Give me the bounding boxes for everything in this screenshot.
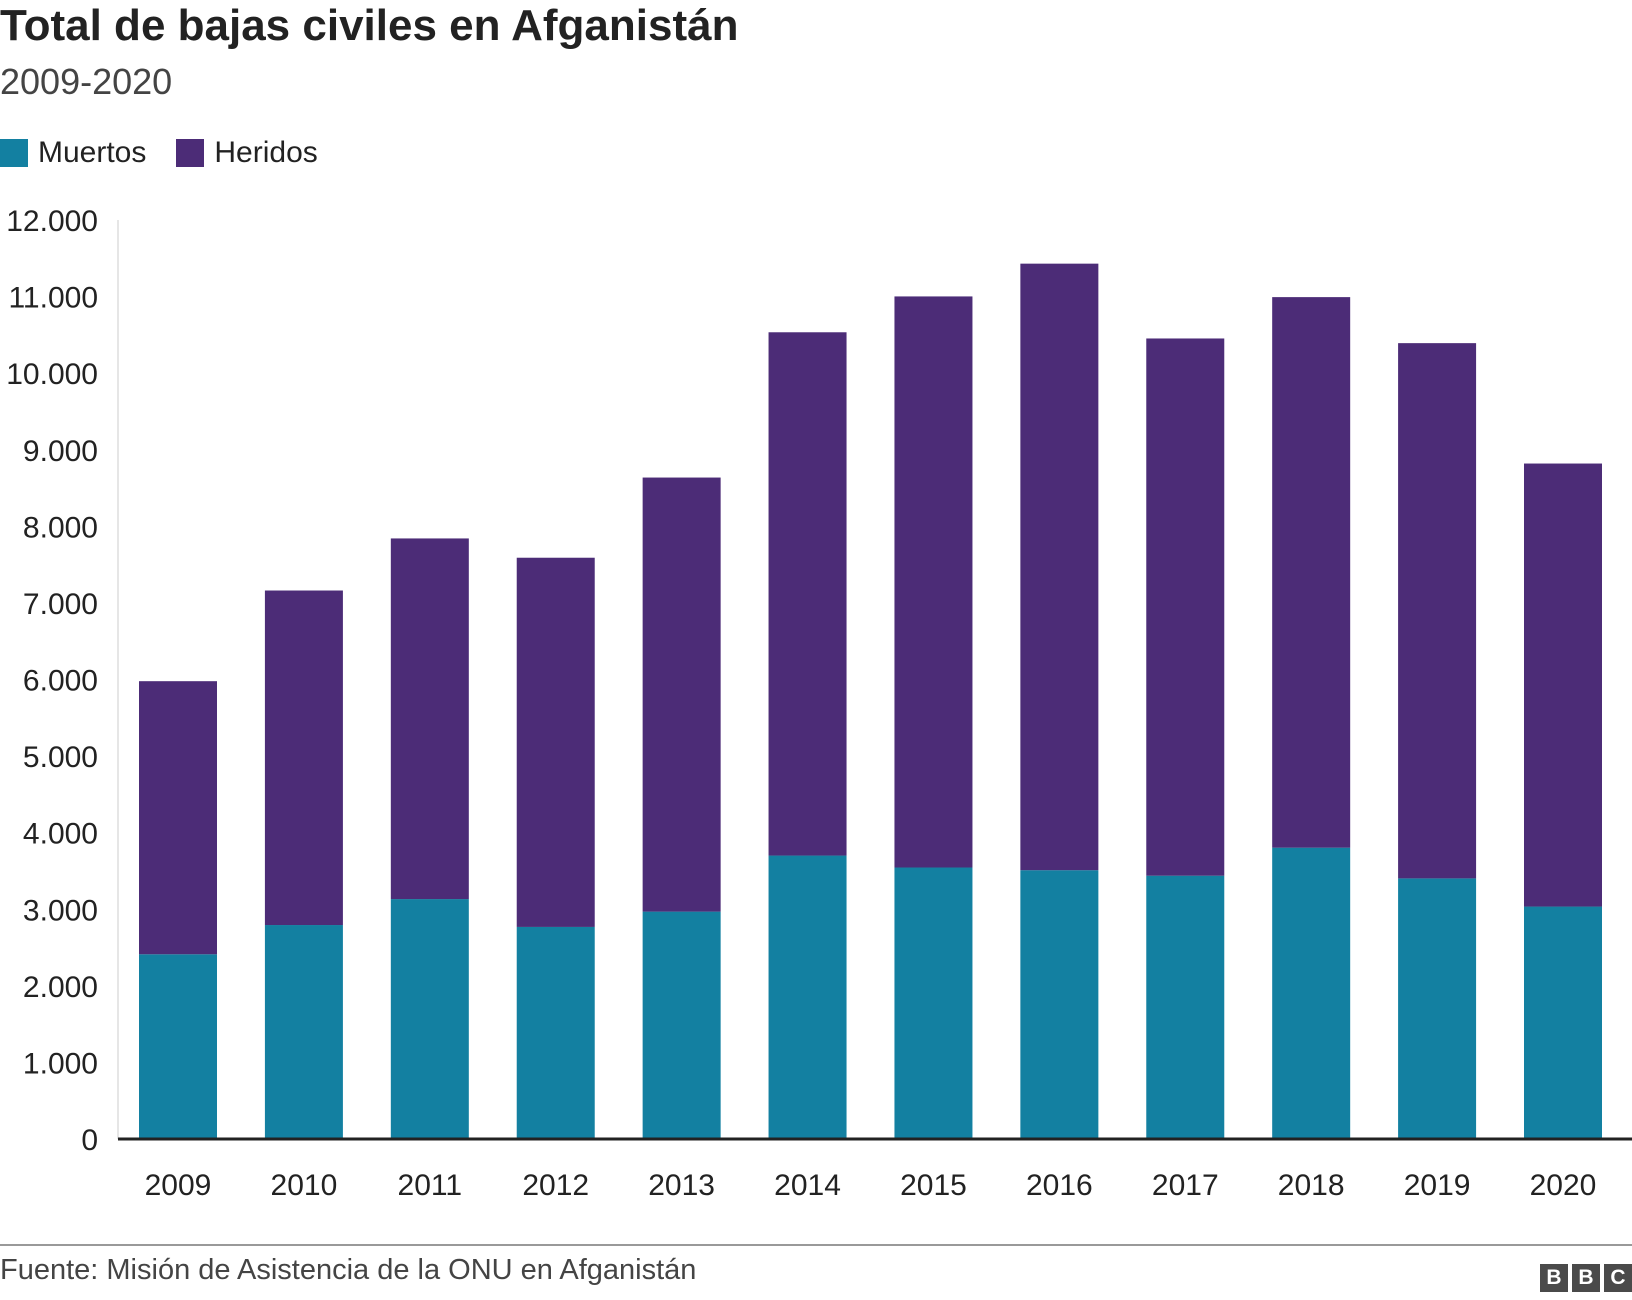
legend-swatch-muertos [0,139,28,167]
y-tick-label: 7.000 [23,588,98,621]
y-tick-label: 0 [81,1124,98,1157]
bar-muertos-2012 [516,926,595,1139]
y-tick-label: 4.000 [23,818,98,851]
bar-heridos-2009 [139,681,217,955]
x-tick-label: 2010 [271,1169,338,1202]
bar-heridos-2017 [1146,338,1225,876]
x-tick-label: 2020 [1530,1169,1597,1202]
bbc-logo: B B C [1540,1264,1632,1292]
y-tick-label: 3.000 [23,894,98,927]
bar-muertos-2010 [264,925,343,1139]
y-tick-label: 11.000 [8,282,98,315]
y-tick-label: 1.000 [23,1047,98,1080]
bar-heridos-2010 [264,590,343,926]
x-tick-label: 2016 [1026,1169,1093,1202]
x-tick-label: 2009 [145,1169,212,1202]
legend-swatch-heridos [176,139,205,167]
y-tick-label: 6.000 [23,665,98,698]
x-tick-label: 2018 [1278,1169,1345,1202]
footer-divider [0,1244,1632,1246]
bar-heridos-2011 [390,538,469,900]
chart-subtitle: 2009-2020 [0,61,173,102]
source-note: Fuente: Misión de Asistencia de la ONU e… [0,1254,697,1286]
bar-muertos-2014 [768,855,847,1139]
legend-item-muertos: Muertos [0,136,146,170]
bar-muertos-2015 [894,867,973,1139]
bar-heridos-2014 [768,332,847,856]
bar-muertos-2019 [1398,878,1477,1139]
y-tick-label: 5.000 [23,741,98,774]
bar-muertos-2017 [1146,875,1225,1139]
bbc-logo-letter: B [1540,1264,1568,1292]
chart-legend: Muertos Heridos [0,136,348,170]
legend-label-heridos: Heridos [214,136,318,169]
y-tick-label: 9.000 [23,435,98,468]
chart-title: Total de bajas civiles en Afganistán [0,1,739,50]
y-tick-label: 10.000 [6,358,98,391]
bbc-logo-letter: B [1572,1264,1600,1292]
x-tick-label: 2017 [1152,1169,1219,1202]
x-tick-label: 2019 [1404,1169,1471,1202]
bar-muertos-2020 [1524,906,1602,1139]
x-tick-label: 2014 [774,1169,841,1202]
legend-item-heridos: Heridos [176,136,318,170]
bar-heridos-2013 [642,477,721,912]
bar-heridos-2016 [1020,263,1099,871]
y-tick-label: 8.000 [23,511,98,544]
bar-heridos-2018 [1272,297,1351,848]
bar-muertos-2018 [1272,847,1351,1139]
bar-heridos-2019 [1398,343,1477,879]
x-tick-label: 2015 [900,1169,967,1202]
y-tick-label: 12.000 [6,205,98,238]
bar-muertos-2009 [139,954,217,1139]
bar-heridos-2020 [1524,463,1602,907]
bar-muertos-2013 [642,911,721,1139]
x-tick-label: 2013 [648,1169,715,1202]
bar-heridos-2012 [516,557,595,927]
legend-label-muertos: Muertos [38,136,147,169]
bar-heridos-2015 [894,296,973,868]
y-tick-label: 2.000 [23,971,98,1004]
x-tick-label: 2012 [522,1169,589,1202]
stacked-bar-chart: 0 1.000 2.000 3.000 4.000 5.000 6.000 7.000 8.00… [6,205,1632,1202]
bar-muertos-2016 [1020,870,1099,1139]
bbc-logo-letter: C [1604,1264,1632,1292]
x-tick-label: 2011 [398,1169,463,1202]
bar-muertos-2011 [390,899,469,1139]
